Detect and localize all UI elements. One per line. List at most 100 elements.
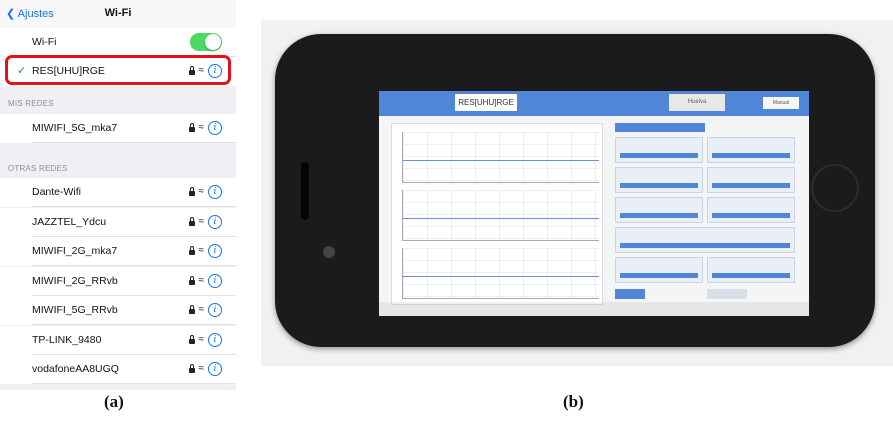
- network-icons: ≈ i: [188, 273, 222, 289]
- control-epap[interactable]: [707, 137, 795, 163]
- header-button[interactable]: Manual: [763, 97, 799, 109]
- front-camera: [323, 246, 335, 258]
- back-label: Ajustes: [17, 8, 54, 20]
- network-name: TP-LINK_9480: [32, 333, 102, 346]
- connected-network-row[interactable]: ✓ RES[UHU]RGE ≈ i: [0, 57, 236, 86]
- wifi-signal-icon: ≈: [198, 274, 205, 286]
- network-icons: ≈ i: [188, 120, 222, 136]
- divider: [32, 383, 236, 384]
- info-icon[interactable]: i: [208, 362, 222, 376]
- network-icons: ≈ i: [188, 63, 222, 79]
- wifi-signal-icon: ≈: [198, 363, 205, 374]
- control-ratio[interactable]: [615, 227, 795, 253]
- network-icons: ≈ i: [188, 302, 222, 318]
- app-logo: RES[UHU]RGE: [455, 94, 517, 111]
- browser-toolbar: [379, 302, 809, 316]
- network-icons: ≈ i: [188, 214, 222, 230]
- network-name: JAZZTEL_Ydcu: [32, 215, 107, 228]
- wifi-signal-icon: ≈: [198, 215, 205, 227]
- section-header-other-networks: OTRAS REDES: [8, 164, 68, 173]
- controls-panel: [615, 123, 795, 303]
- connected-network-name: RES[UHU]RGE: [32, 65, 105, 77]
- lock-icon: [188, 275, 195, 285]
- phone-photo: RES[UHU]RGE Huelva Manual: [261, 20, 893, 366]
- info-icon[interactable]: i: [208, 214, 222, 229]
- plot-pressure: [402, 132, 599, 183]
- wifi-signal-icon: ≈: [198, 65, 205, 76]
- lock-icon: [188, 123, 195, 132]
- back-chevron-icon: ❮: [6, 8, 16, 20]
- control-o2[interactable]: [707, 167, 795, 193]
- divider: [32, 142, 236, 143]
- lock-icon: [188, 246, 195, 255]
- back-button[interactable]: ❮ Ajustes: [6, 7, 54, 20]
- controls-tabs[interactable]: [615, 123, 705, 132]
- network-row[interactable]: MIWIFI_5G_mka7 ≈ i: [0, 114, 236, 143]
- page-title: Wi-Fi: [104, 7, 132, 19]
- section-header-my-networks: MIS REDES: [8, 99, 54, 108]
- network-icons: ≈ i: [188, 243, 222, 259]
- control-trigger[interactable]: [707, 257, 795, 283]
- lock-icon: [188, 187, 195, 196]
- highlight-box: [5, 55, 231, 85]
- lock-icon: [188, 334, 195, 344]
- wifi-toggle-row: Wi-Fi: [0, 28, 236, 57]
- divider: [32, 294, 236, 296]
- plot-volume: [402, 248, 599, 299]
- speaker-grille: [301, 162, 309, 220]
- apnea-button[interactable]: [707, 289, 747, 299]
- wifi-toggle-label: Wi-Fi: [32, 36, 57, 48]
- network-name: vodafoneAA8UGQ: [32, 363, 119, 375]
- network-row[interactable]: JAZZTEL_Ydcu ≈ i: [0, 207, 236, 237]
- divider: [32, 235, 236, 237]
- control-vol-min[interactable]: [707, 197, 795, 223]
- divider: [32, 324, 236, 325]
- info-icon[interactable]: i: [208, 185, 222, 199]
- plot-flow: [402, 190, 599, 241]
- phone-screen: RES[UHU]RGE Huelva Manual: [379, 91, 809, 316]
- network-row[interactable]: vodafoneAA8UGQ ≈ i: [0, 355, 236, 384]
- network-row[interactable]: Dante-Wifi ≈ i: [0, 178, 236, 207]
- wifi-signal-icon: ≈: [198, 186, 205, 197]
- wifi-signal-icon: ≈: [198, 333, 205, 345]
- lock-icon: [188, 364, 195, 373]
- lock-icon: [188, 305, 195, 314]
- network-row[interactable]: MIWIFI_2G_mka7 ≈ i: [0, 237, 236, 266]
- lock-icon: [188, 216, 195, 226]
- network-name: Dante-Wifi: [32, 186, 82, 198]
- wifi-signal-icon: ≈: [198, 122, 205, 133]
- checkmark-icon: ✓: [17, 65, 27, 77]
- network-icons: ≈ i: [188, 184, 222, 200]
- network-name: MIWIFI_5G_RRvb: [32, 304, 118, 316]
- network-row[interactable]: MIWIFI_2G_RRvb ≈ i: [0, 266, 236, 296]
- network-row[interactable]: TP-LINK_9480 ≈ i: [0, 325, 236, 355]
- home-button: [811, 164, 859, 212]
- wifi-signal-icon: ≈: [198, 304, 205, 315]
- smartphone: RES[UHU]RGE Huelva Manual: [275, 34, 875, 347]
- network-row[interactable]: MIWIFI_5G_RRvb ≈ i: [0, 296, 236, 325]
- control-fr[interactable]: [615, 167, 703, 193]
- control-fr2[interactable]: [615, 257, 703, 283]
- divider: [32, 265, 236, 266]
- control-ipap[interactable]: [615, 137, 703, 163]
- network-name: MIWIFI_2G_mka7: [32, 245, 118, 257]
- network-icons: ≈ i: [188, 332, 222, 348]
- info-icon[interactable]: i: [208, 64, 222, 78]
- caption-a: (a): [104, 392, 124, 411]
- wifi-toggle-switch[interactable]: [190, 33, 222, 51]
- mode-button[interactable]: [615, 289, 645, 299]
- app-header: RES[UHU]RGE Huelva Manual: [379, 91, 809, 116]
- control-vol-corriente[interactable]: [615, 197, 703, 223]
- info-icon[interactable]: i: [208, 303, 222, 317]
- info-icon[interactable]: i: [208, 273, 222, 288]
- info-icon[interactable]: i: [208, 332, 222, 347]
- divider: [32, 206, 236, 207]
- info-icon[interactable]: i: [208, 244, 222, 258]
- navigation-bar: ❮ Ajustes Wi-Fi: [0, 0, 236, 28]
- toggle-knob: [205, 34, 221, 50]
- caption-b: (b): [563, 392, 584, 411]
- network-name: MIWIFI_2G_RRvb: [32, 274, 118, 287]
- wifi-signal-icon: ≈: [198, 245, 205, 256]
- info-icon[interactable]: i: [208, 121, 222, 135]
- plots-panel: [391, 123, 603, 305]
